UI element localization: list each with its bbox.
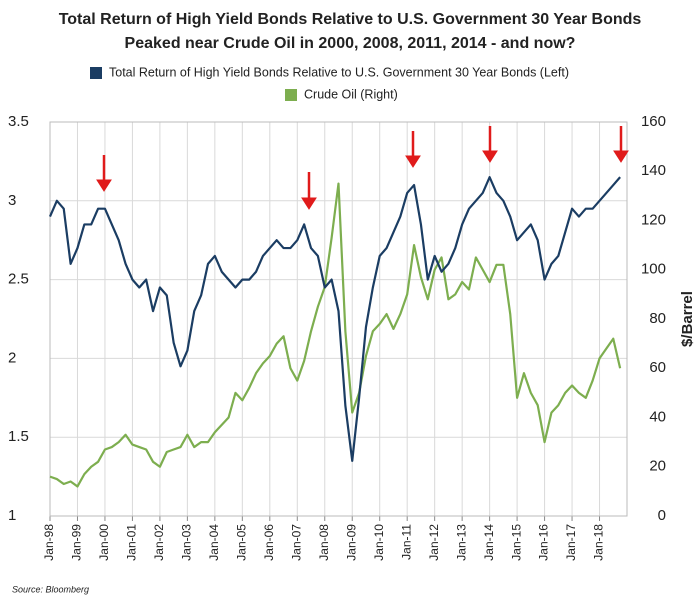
x-tick-label: Jan-17 [564,524,578,561]
y2-tick-label: 20 [649,458,666,475]
plot-frame [49,121,628,517]
y-tick-label: 3 [8,192,16,209]
y2-tick-label: 120 [641,211,666,228]
chart-title: Total Return of High Yield Bonds Relativ… [59,11,642,28]
x-tick-label: Jan-11 [399,524,413,560]
arrow-head [482,150,498,163]
arrow-head [301,197,317,210]
y-tick-label: 1 [8,507,16,524]
y-tick-label: 3.5 [8,113,29,130]
y-tick-label: 2 [8,349,16,366]
arrow-head [96,179,112,192]
series-line [48,176,621,462]
x-tick-label: Jan-04 [207,524,221,561]
x-tick-label: Jan-06 [262,524,276,561]
y2-tick-label: 100 [641,261,666,278]
x-tick-label: Jan-01 [125,524,139,561]
x-tick-label: Jan-14 [482,524,496,561]
x-tick-label: Jan-07 [289,524,303,561]
y2-tick-label: 80 [649,310,666,327]
legend-swatch [90,67,102,79]
annotations [96,126,629,210]
x-tick-label: Jan-08 [317,524,331,561]
y-tick-label: 2.5 [8,271,29,288]
y2-tick-label: 60 [649,359,666,376]
y2-tick-label: 0 [658,507,666,524]
y2-axis-title: $/Barrel [679,291,696,347]
y2-tick-label: 160 [641,113,666,130]
x-tick-label: Jan-05 [235,524,249,561]
x-tick-label: Jan-00 [97,524,111,561]
arrow-head [613,150,629,163]
arrow-head [405,155,421,168]
x-tick-label: Jan-98 [42,524,56,561]
y2-tick-label: 40 [649,408,666,425]
x-tick-label: Jan-18 [592,524,606,561]
legend-swatch [285,89,297,101]
y2-tick-label: 140 [641,162,666,179]
legend-label: Crude Oil (Right) [304,87,398,101]
x-tick-label: Jan-10 [372,524,386,561]
x-tick-label: Jan-03 [180,524,194,561]
x-tick-label: Jan-99 [70,524,84,561]
series-line [49,182,622,488]
x-tick-label: Jan-12 [427,524,441,561]
x-tick-label: Jan-16 [537,524,551,561]
x-tick-label: Jan-09 [344,524,358,561]
x-tick-label: Jan-15 [509,524,523,561]
chart-title: Peaked near Crude Oil in 2000, 2008, 201… [125,35,576,52]
y-tick-label: 1.5 [8,428,29,445]
legend-label: Total Return of High Yield Bonds Relativ… [109,65,569,79]
source: Source: Bloomberg [12,584,89,594]
x-tick-label: Jan-13 [454,524,468,561]
x-tick-label: Jan-02 [152,524,166,561]
